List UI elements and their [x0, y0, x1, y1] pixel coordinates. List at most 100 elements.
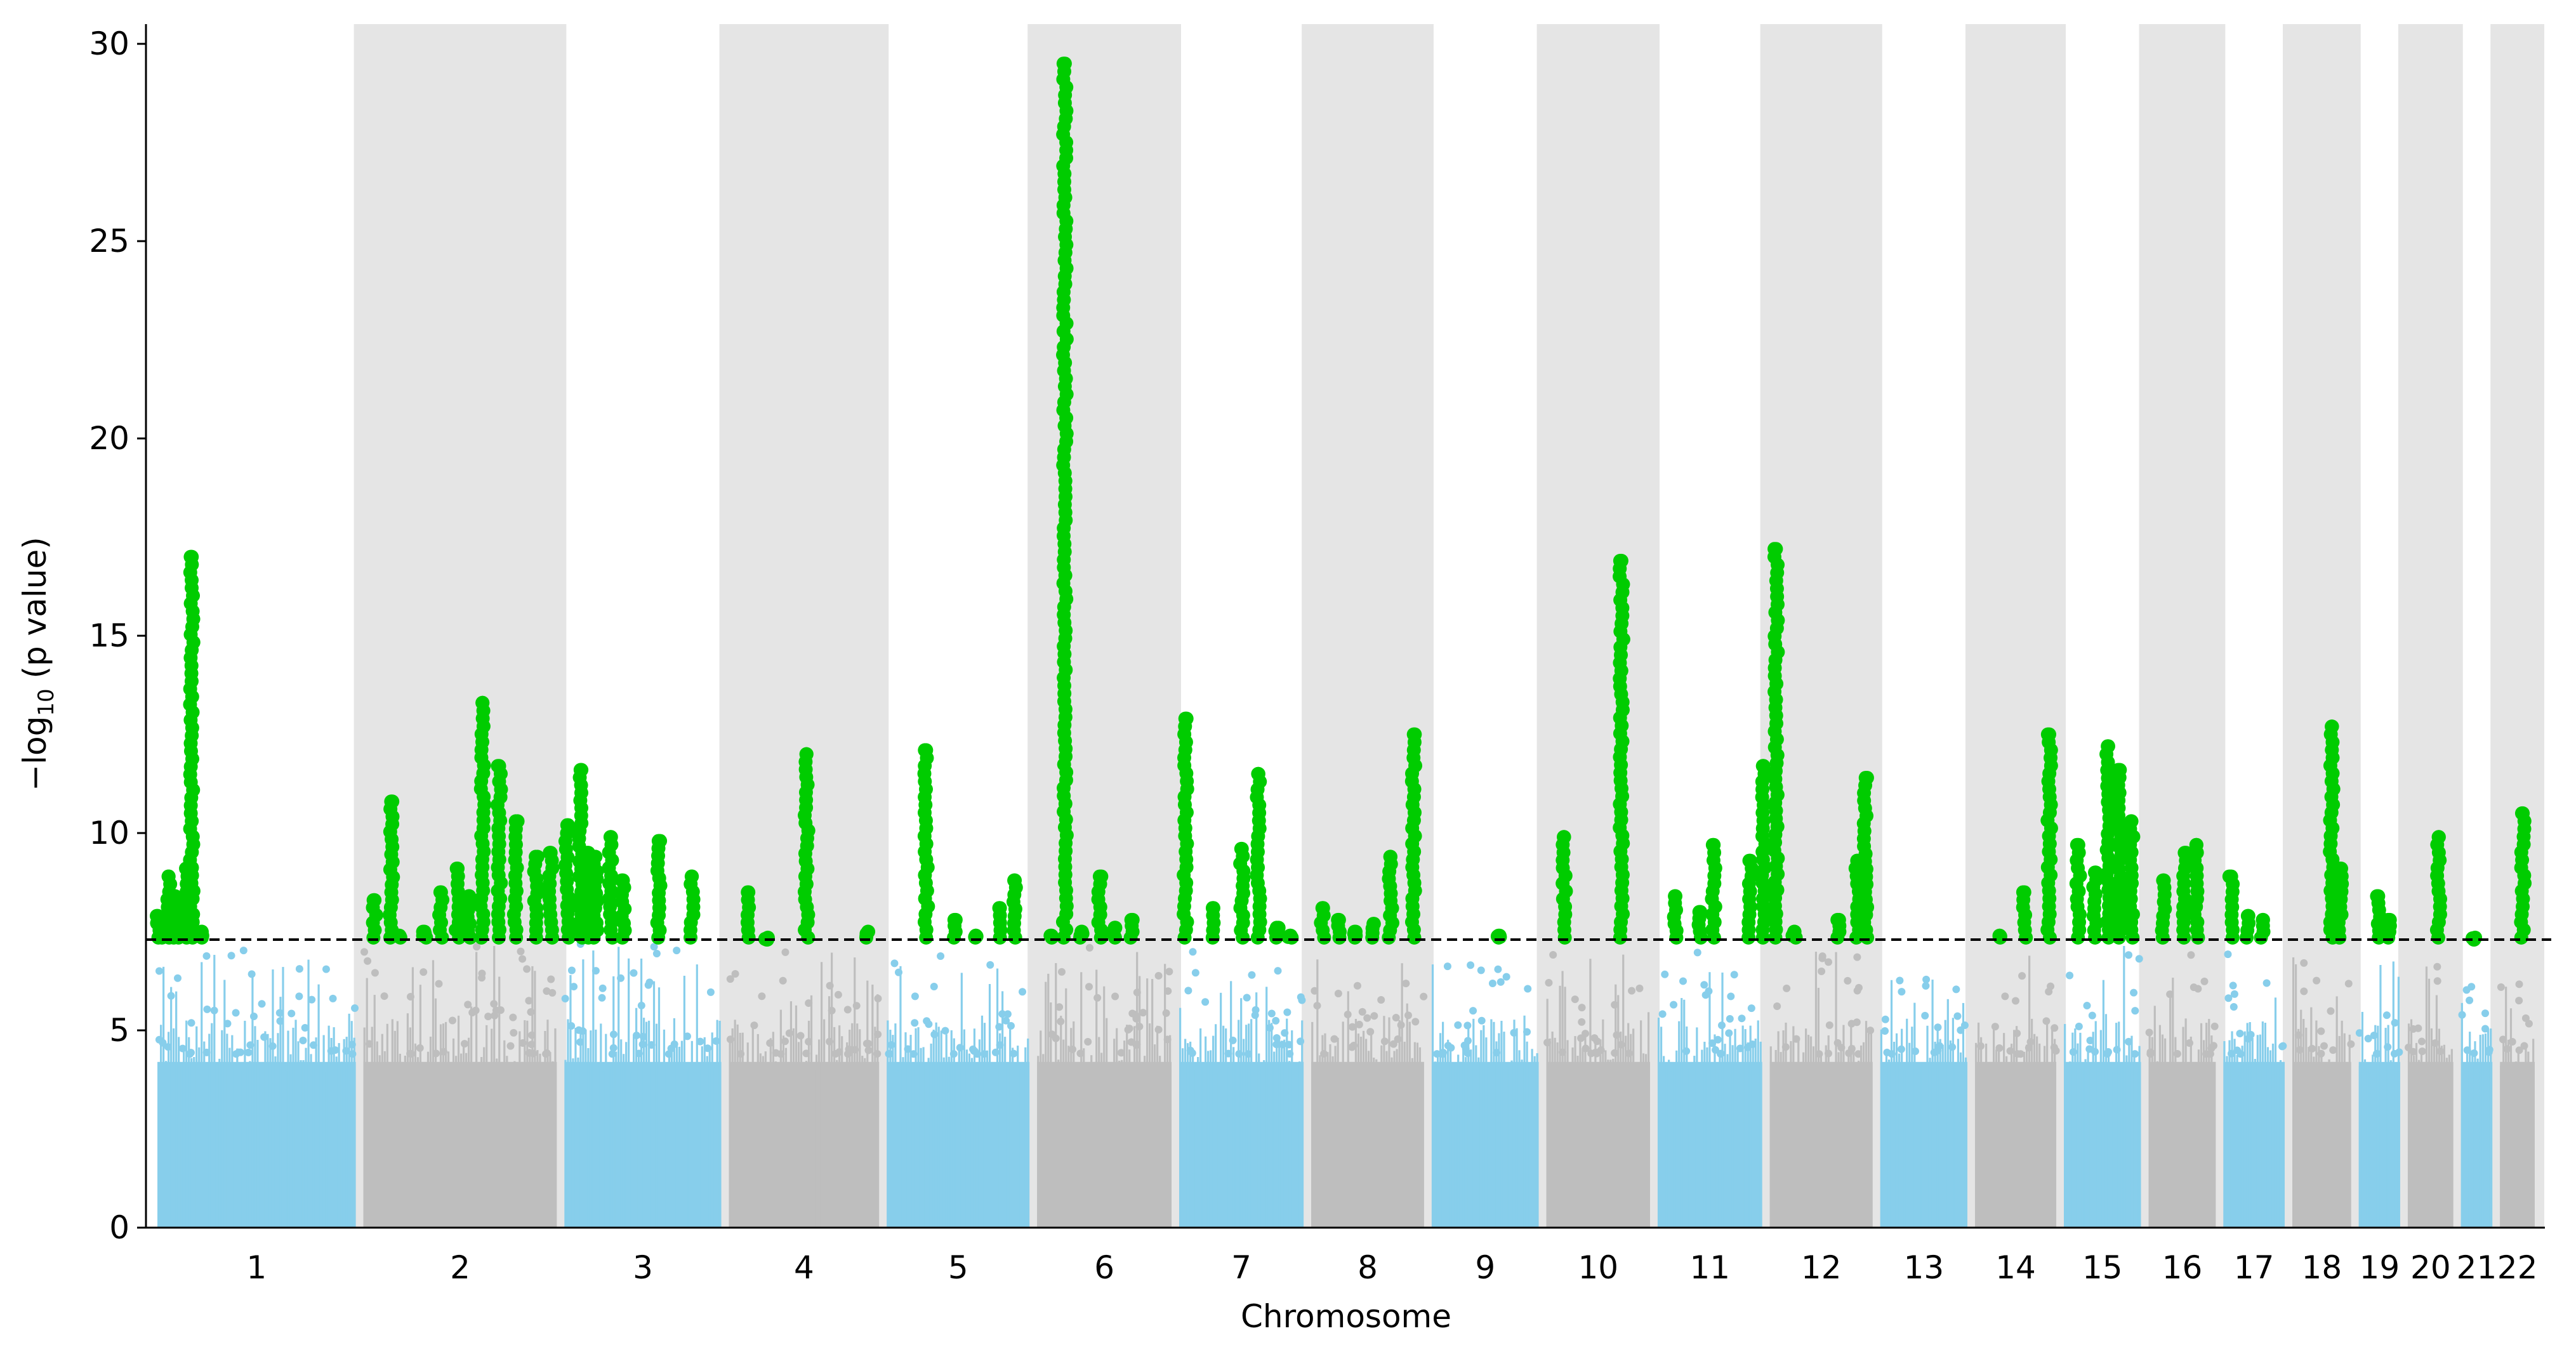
data-point-chr8 — [1392, 1014, 1400, 1022]
data-point-chr2 — [419, 968, 428, 976]
x-tick-label-chr6: 6 — [1094, 1249, 1114, 1286]
point-strip-chr3 — [597, 1066, 600, 1228]
point-strip-chr1 — [165, 1061, 168, 1228]
data-point-chr9 — [1510, 1028, 1518, 1037]
data-point-chr11 — [1693, 948, 1701, 957]
point-strip-chr13 — [1941, 1044, 1944, 1228]
point-strip-chr12 — [1837, 1052, 1840, 1228]
significant-peak-chr4 — [741, 885, 756, 900]
point-strip-chr14 — [1992, 1025, 1995, 1228]
data-point-chr3 — [696, 1037, 704, 1046]
point-strip-chr5 — [927, 1058, 930, 1228]
point-strip-chr6 — [1161, 1068, 1164, 1228]
point-strip-chr5 — [991, 1063, 994, 1228]
point-strip-chr2 — [373, 995, 376, 1228]
data-point-chr2 — [464, 1001, 472, 1009]
point-strip-chr8 — [1383, 1016, 1385, 1228]
data-point-chr12 — [1837, 1044, 1846, 1052]
point-strip-chr9 — [1516, 1028, 1518, 1228]
point-strip-chr10 — [1582, 1047, 1584, 1228]
point-strip-chr8 — [1359, 1037, 1363, 1228]
point-strip-chr15 — [2110, 1072, 2113, 1228]
point-strip-chr9 — [1470, 1049, 1472, 1228]
point-strip-chr17 — [2231, 1031, 2233, 1228]
point-strip-chr1 — [203, 1041, 206, 1228]
data-point-chr4 — [874, 1030, 882, 1039]
point-strip-chr9 — [1521, 1060, 1523, 1228]
point-strip-chr22 — [2527, 1051, 2530, 1228]
significant-peak-chr4 — [799, 747, 814, 761]
point-strip-chr5 — [950, 1030, 953, 1228]
point-strip-chr12 — [1840, 1047, 1842, 1228]
data-point-chr1 — [227, 952, 235, 960]
point-strip-chr1 — [246, 1067, 249, 1228]
point-strip-chr1 — [322, 1035, 325, 1228]
point-strip-chr9 — [1536, 1053, 1538, 1228]
data-point-chr5 — [980, 1050, 988, 1058]
data-point-chr4 — [874, 994, 882, 1002]
data-point-chr5 — [986, 961, 994, 969]
data-point-chr1 — [187, 1019, 195, 1027]
point-strip-chr5 — [1009, 1029, 1012, 1228]
x-tick-label-chr3: 3 — [633, 1249, 653, 1286]
significant-peak-chr15 — [2113, 763, 2127, 777]
point-strip-chr5 — [937, 1027, 940, 1228]
point-strip-chr2 — [541, 1066, 544, 1228]
point-strip-chr2 — [465, 1053, 468, 1228]
point-strip-chr7 — [1248, 1023, 1250, 1228]
point-strip-chr1 — [317, 984, 320, 1228]
point-strip-chr3 — [655, 1023, 658, 1228]
point-strip-chr2 — [485, 1025, 488, 1228]
point-strip-chr9 — [1467, 1024, 1470, 1228]
point-strip-chr13 — [1890, 980, 1893, 1228]
point-strip-chr11 — [1747, 1042, 1749, 1228]
point-strip-chr21 — [2471, 1052, 2474, 1228]
point-strip-chr13 — [1957, 1039, 1960, 1228]
point-strip-chr4 — [817, 1039, 821, 1228]
point-strip-chr16 — [2192, 1073, 2195, 1228]
point-strip-chr22 — [2520, 1069, 2522, 1228]
point-strip-chr11 — [1754, 1039, 1757, 1228]
data-point-chr2 — [519, 955, 527, 963]
point-strip-chr16 — [2163, 1038, 2167, 1228]
data-point-chr8 — [1313, 1002, 1321, 1010]
point-strip-chr11 — [1708, 972, 1711, 1228]
point-strip-chr5 — [915, 1028, 917, 1228]
point-strip-chr12 — [1850, 1022, 1853, 1228]
data-point-chr14 — [2026, 1038, 2035, 1046]
point-strip-chr8 — [1398, 1020, 1401, 1228]
data-point-chr14 — [2018, 972, 2026, 980]
point-strip-chr18 — [2328, 1059, 2330, 1228]
point-strip-chr14 — [1987, 1065, 1990, 1228]
significant-peak-chr8 — [1349, 924, 1363, 939]
point-strip-chr4 — [856, 1023, 859, 1228]
point-strip-chr2 — [376, 1041, 378, 1228]
point-strip-chr4 — [831, 952, 833, 1228]
significant-peak-chr2 — [384, 794, 399, 809]
data-point-chr3 — [591, 967, 600, 975]
point-strip-chr14 — [2016, 1026, 2018, 1228]
point-strip-chr2 — [473, 1072, 475, 1228]
point-strip-chr14 — [2049, 1069, 2051, 1228]
point-strip-chr3 — [615, 1051, 618, 1228]
point-strip-chr3 — [590, 1030, 592, 1228]
data-point-chr7 — [1229, 1036, 1237, 1044]
point-strip-chr4 — [746, 1042, 749, 1228]
point-strip-chr2 — [432, 960, 435, 1228]
data-point-chr22 — [2497, 983, 2505, 991]
data-point-chr9 — [1502, 973, 1510, 981]
chromosome-band-2 — [353, 24, 567, 1228]
point-strip-chr4 — [779, 1009, 782, 1228]
point-strip-chr7 — [1245, 1025, 1248, 1228]
point-strip-chr1 — [180, 1062, 183, 1228]
point-strip-chr3 — [592, 950, 595, 1228]
point-strip-chr3 — [678, 1046, 680, 1228]
data-point-chr13 — [1960, 1021, 1969, 1030]
point-strip-chr1 — [330, 1038, 333, 1228]
point-strip-chr7 — [1184, 1039, 1187, 1228]
data-point-chr7 — [1298, 996, 1306, 1004]
point-strip-chr11 — [1726, 1054, 1729, 1228]
point-strip-chr15 — [2087, 1049, 2089, 1228]
point-strip-chr21 — [2479, 1035, 2481, 1228]
point-strip-chr13 — [1880, 1029, 1882, 1228]
